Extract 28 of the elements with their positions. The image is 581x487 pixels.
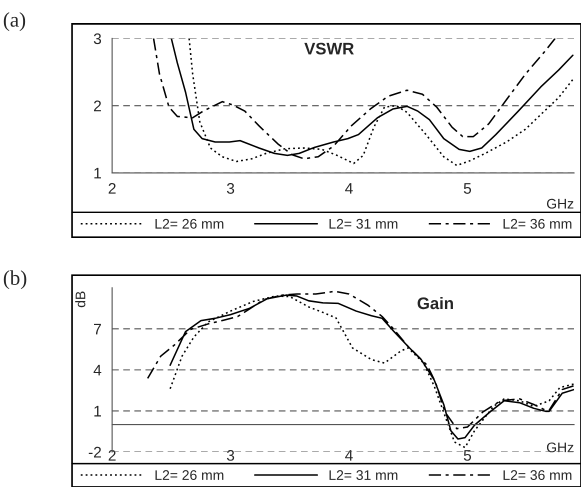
y-tick-label: 3 <box>94 33 102 44</box>
legend-label: L2= 26 mm <box>156 470 224 480</box>
y-tick-label: 1 <box>94 168 101 178</box>
x-tick-label: 4 <box>345 183 353 194</box>
x-tick-label: 3 <box>226 450 234 461</box>
y-tick-label: 4 <box>94 364 102 376</box>
text: (a) <box>4 12 26 32</box>
chart-title: VSWR <box>304 42 354 54</box>
y-tick-label: 2 <box>94 100 101 112</box>
chart-title: Gain <box>418 296 453 310</box>
x-axis-title: GHz <box>546 198 574 209</box>
x-tick-label: 3 <box>226 183 234 194</box>
x-tick-label: 4 <box>345 450 353 461</box>
x-tick-label: 2 <box>108 450 116 461</box>
x-axis-title: GHz <box>546 442 574 452</box>
text: (b) <box>4 270 26 290</box>
y-tick-label: 1 <box>94 406 101 416</box>
y-tick-label: 7 <box>94 324 101 334</box>
legend-label: L2= 31 mm <box>330 470 398 480</box>
legend-label: L2= 26 mm <box>156 218 224 229</box>
y-tick-label: -2 <box>88 446 101 458</box>
x-tick-label: 5 <box>464 450 472 461</box>
legend-label: L2= 36 mm <box>504 218 572 229</box>
legend-label: L2= 36 mm <box>504 470 572 480</box>
x-tick-label: 5 <box>464 183 472 194</box>
x-tick-label: 2 <box>108 183 116 194</box>
y-axis-title: dB <box>75 292 86 308</box>
legend-label: L2= 31 mm <box>330 218 398 229</box>
